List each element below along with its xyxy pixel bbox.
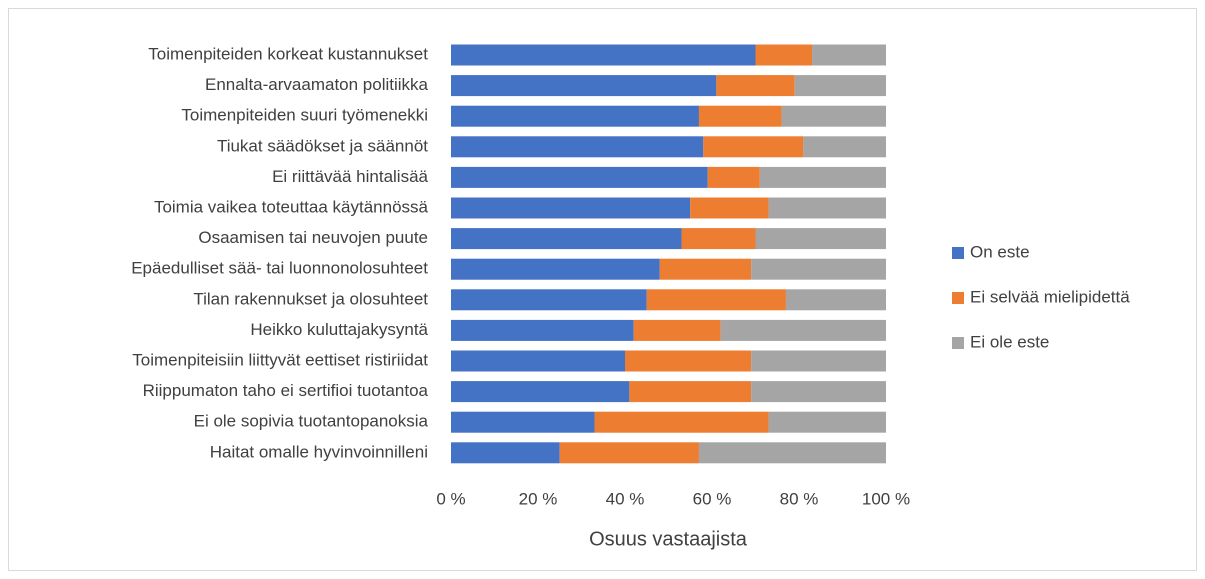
bar-segment xyxy=(755,44,813,66)
bar-segment xyxy=(720,319,886,341)
legend-label: On este xyxy=(970,242,1030,261)
y-tick-label: Toimenpiteisiin liittyvät eettiset risti… xyxy=(132,350,428,369)
bar-segment xyxy=(768,411,886,433)
bar-segment xyxy=(451,319,634,341)
bar-segment xyxy=(659,258,752,280)
y-tick-label: Tilan rakennukset ja olosuhteet xyxy=(193,289,428,308)
bar-segment xyxy=(451,197,691,219)
bar-segment xyxy=(451,166,708,188)
bar-segment xyxy=(698,105,782,127)
x-tick-label: 20 % xyxy=(519,489,558,508)
bar-segment xyxy=(625,350,752,372)
x-axis-title: Osuus vastaajista xyxy=(589,528,748,550)
bar-segment xyxy=(759,166,886,188)
bar-segment xyxy=(781,105,886,127)
bar-segment xyxy=(451,228,682,250)
bar-segment xyxy=(690,197,769,219)
bar-segment xyxy=(451,44,756,66)
legend-swatch xyxy=(952,337,964,349)
y-tick-label: Toimia vaikea toteuttaa käytännössä xyxy=(154,197,429,216)
bar-segment xyxy=(451,105,699,127)
bar-segment xyxy=(803,136,886,158)
bar-segment xyxy=(451,442,560,464)
bar-segment xyxy=(794,75,886,97)
bar-segment xyxy=(451,289,647,311)
bar-segment xyxy=(751,381,886,403)
y-tick-label: Haitat omalle hyvinvoinnilleni xyxy=(210,442,428,461)
bar-segment xyxy=(633,319,721,341)
x-tick-label: 60 % xyxy=(693,489,732,508)
legend-label: Ei ole este xyxy=(970,332,1049,351)
bar-segment xyxy=(707,166,760,188)
y-tick-label: Ei ole sopivia tuotantopanoksia xyxy=(194,412,429,431)
bar-segment xyxy=(755,228,886,250)
y-tick-label: Osaamisen tai neuvojen puute xyxy=(198,228,428,247)
bar-segment xyxy=(594,411,769,433)
legend-label: Ei selvää mielipidettä xyxy=(970,287,1130,306)
y-tick-label: Toimenpiteiden korkeat kustannukset xyxy=(148,44,428,63)
bar-segment xyxy=(451,136,704,158)
bar-segment xyxy=(646,289,786,311)
bar-segment xyxy=(703,136,804,158)
legend-swatch xyxy=(952,292,964,304)
bar-segment xyxy=(559,442,699,464)
bar-segment xyxy=(716,75,795,97)
bar-segment xyxy=(751,350,886,372)
bar-segment xyxy=(698,442,886,464)
y-tick-label: Heikko kuluttajakysyntä xyxy=(250,320,428,339)
bar-segment xyxy=(785,289,886,311)
bar-segment xyxy=(451,75,717,97)
x-tick-label: 0 % xyxy=(436,489,465,508)
bar-segment xyxy=(451,381,630,403)
bar-segment xyxy=(681,228,756,250)
bar-segment xyxy=(812,44,886,66)
x-tick-label: 40 % xyxy=(606,489,645,508)
y-tick-label: Tiukat säädökset ja säännöt xyxy=(217,136,428,155)
y-tick-label: Riippumaton taho ei sertifioi tuotantoa xyxy=(143,381,429,400)
y-tick-label: Epäedulliset sää- tai luonnonolosuhteet xyxy=(131,259,428,278)
bar-segment xyxy=(751,258,886,280)
bar-segment xyxy=(451,258,660,280)
bar-segment xyxy=(451,411,595,433)
y-tick-label: Toimenpiteiden suuri työmenekki xyxy=(181,106,428,125)
x-tick-label: 80 % xyxy=(780,489,819,508)
y-tick-label: Ei riittävää hintalisää xyxy=(272,167,428,186)
legend-swatch xyxy=(952,247,964,259)
bar-segment xyxy=(451,350,625,372)
bar-segment xyxy=(629,381,752,403)
y-tick-label: Ennalta-arvaamaton politiikka xyxy=(205,75,429,94)
bar-segment xyxy=(768,197,886,219)
x-tick-label: 100 % xyxy=(862,489,910,508)
